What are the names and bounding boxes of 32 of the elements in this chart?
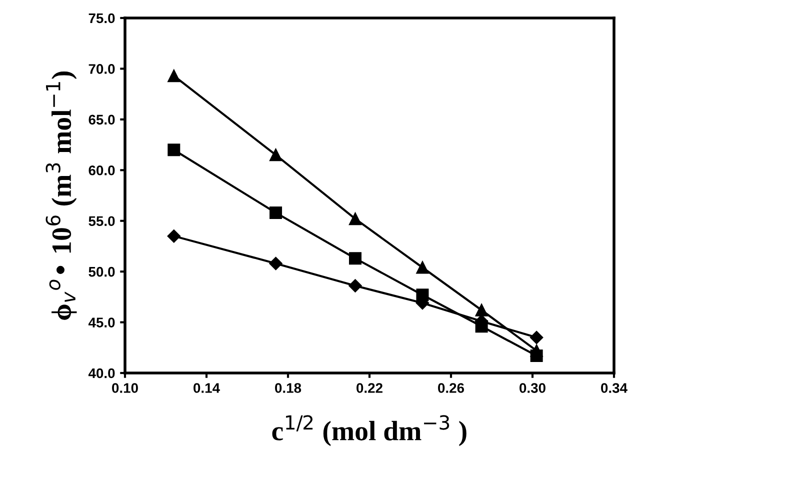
y-tick-label: 45.0: [88, 318, 115, 328]
point: [530, 330, 544, 344]
point: [168, 70, 180, 82]
point: [167, 229, 180, 243]
text: ϕ$_{v}$$^{o}$• 10$^{6}$ (m$^{3}$ mol$^{−1}$): [46, 71, 77, 320]
point: [475, 304, 488, 316]
point: [348, 252, 362, 265]
x-tick-label: 0.26: [438, 383, 464, 393]
y-tick-label: 65.0: [88, 114, 115, 125]
x-tick-label: 0.10: [112, 383, 138, 393]
y-tick-label: 75.0: [88, 13, 115, 24]
x-tick-label: 0.34: [601, 383, 628, 393]
y-tick-label: 50.0: [88, 266, 115, 277]
point: [530, 344, 543, 357]
y-tick-label: 70.0: [88, 64, 115, 74]
point: [348, 212, 362, 226]
y-tick-label: 55.0: [88, 216, 115, 226]
x-tick-label: 0.30: [520, 383, 546, 393]
point: [270, 148, 282, 162]
x-axis-title: c$^{1/2}$ (mol dm$^{−3}$ ): [272, 415, 466, 446]
point: [168, 144, 180, 156]
point: [348, 279, 362, 292]
point: [270, 206, 282, 219]
point: [416, 261, 429, 274]
x-tick-label: 0.14: [194, 383, 220, 393]
point: [475, 320, 488, 333]
y-tick-label: 40.0: [88, 368, 115, 378]
x-tick-label: 0.18: [275, 383, 302, 393]
point: [269, 256, 282, 270]
y-tick-label: 60.0: [88, 165, 115, 176]
x-tick-label: 0.22: [356, 383, 382, 393]
point: [416, 288, 429, 302]
